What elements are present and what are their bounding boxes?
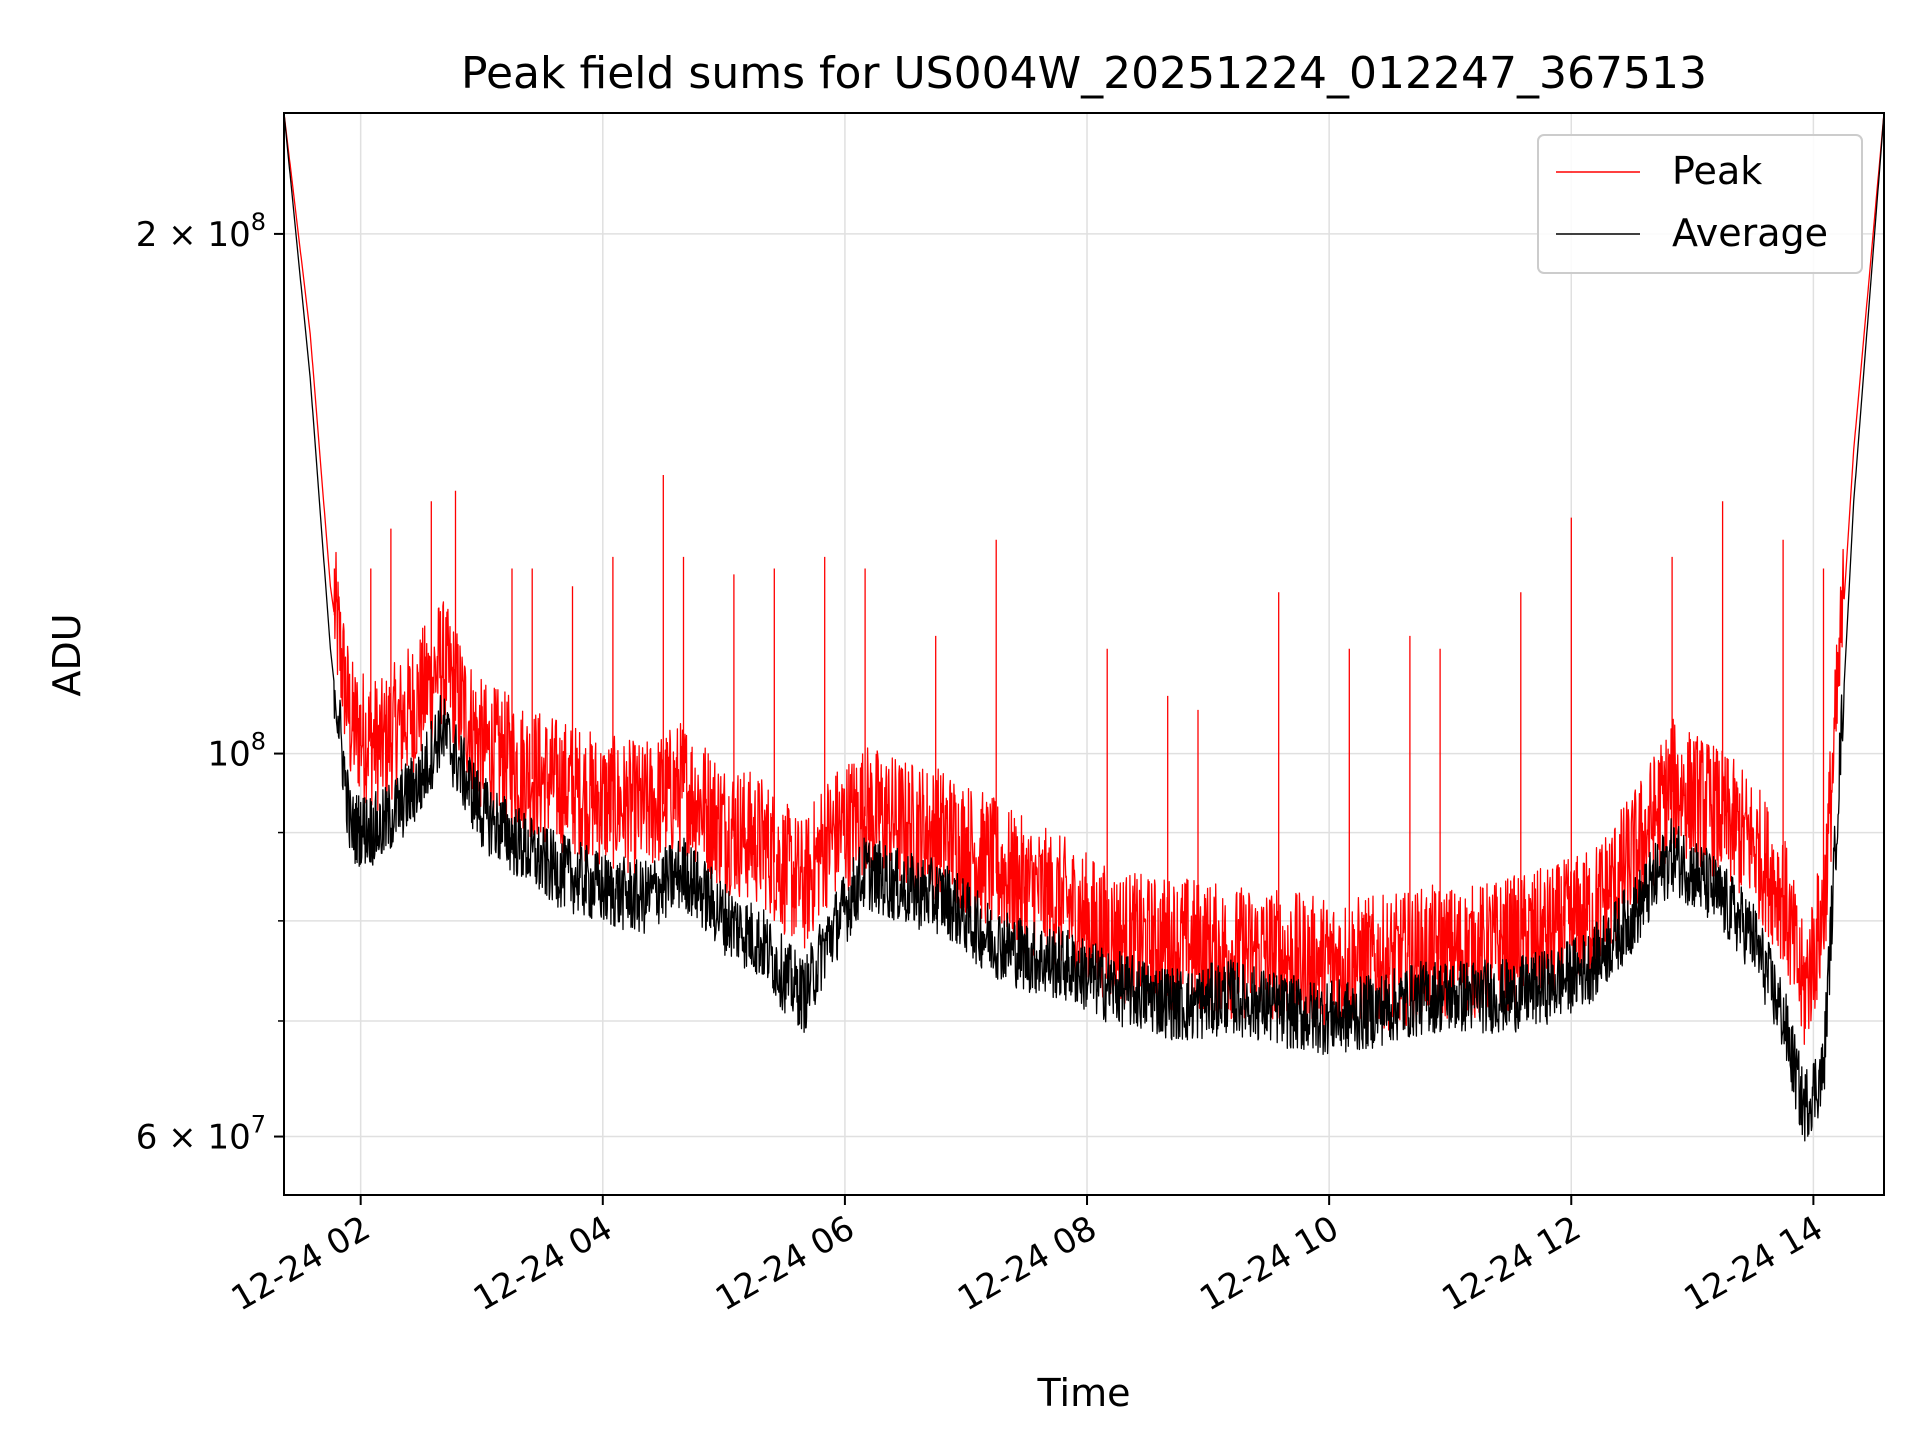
x-tick-label: 12-24 08 xyxy=(951,1208,1103,1319)
legend-label-peak: Peak xyxy=(1672,149,1762,193)
legend-label-average: Average xyxy=(1672,211,1828,255)
y-tick-label: 6 × 107 xyxy=(136,1111,266,1158)
x-tick-label: 12-24 12 xyxy=(1435,1208,1587,1319)
series-line-peak xyxy=(284,113,1884,1045)
y-tick-label: 108 xyxy=(207,728,266,775)
y-tick-label: 2 × 108 xyxy=(136,208,266,255)
grid-layer xyxy=(284,113,1884,1195)
series-line-average xyxy=(284,113,1884,1142)
x-tick-label: 12-24 02 xyxy=(225,1208,377,1319)
x-tick-label: 12-24 14 xyxy=(1677,1208,1829,1319)
x-tick-label: 12-24 04 xyxy=(467,1208,619,1319)
legend: Peak Average xyxy=(1537,134,1863,274)
plot-frame xyxy=(283,112,1885,1196)
legend-box xyxy=(1537,134,1863,274)
x-axis-label: Time xyxy=(1037,1371,1131,1415)
chart-title: Peak field sums for US004W_20251224_0122… xyxy=(461,48,1707,99)
x-tick-label: 12-24 06 xyxy=(709,1208,861,1319)
y-axis-label: ADU xyxy=(45,613,89,696)
series-layer xyxy=(284,113,1884,1142)
x-tick-label: 12-24 10 xyxy=(1193,1208,1345,1319)
